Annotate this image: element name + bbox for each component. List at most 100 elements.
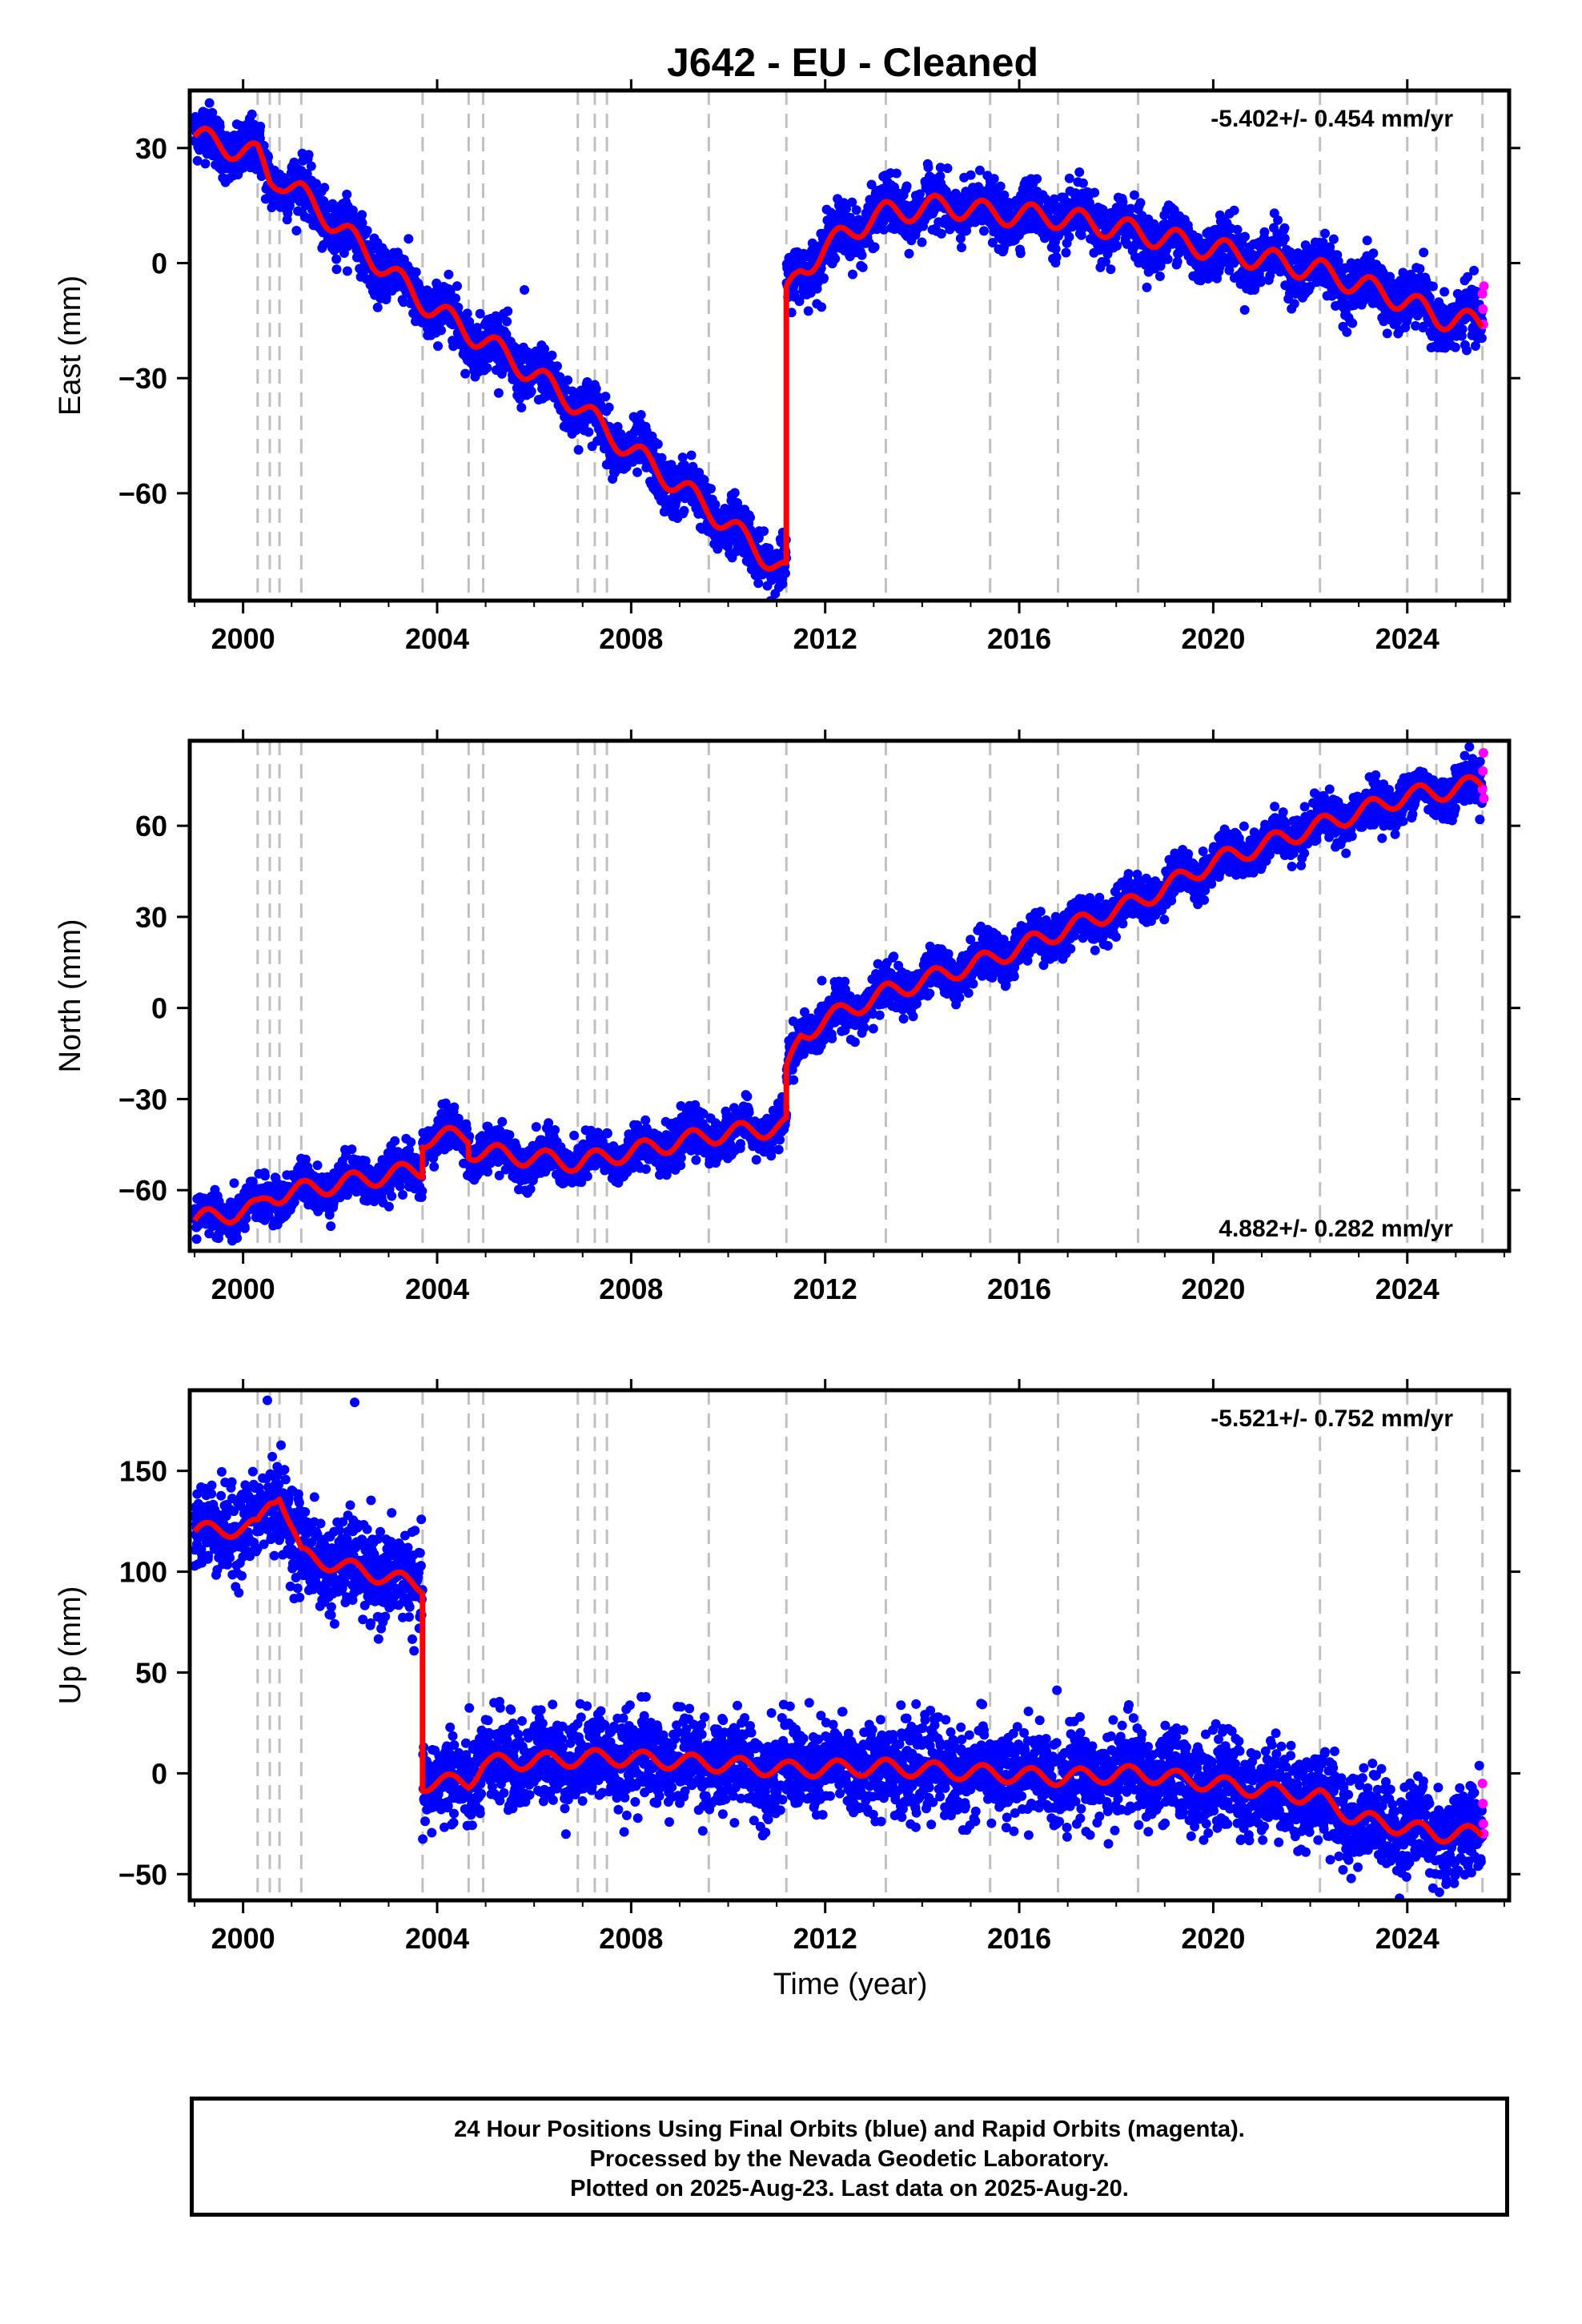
data-point [229, 1178, 239, 1188]
data-point [612, 421, 623, 432]
data-point [582, 377, 592, 387]
data-point [584, 427, 594, 437]
data-point [453, 302, 464, 312]
data-point [632, 467, 642, 477]
data-point [995, 181, 1006, 191]
data-point [238, 163, 248, 173]
data-point [745, 513, 755, 523]
data-point [451, 293, 461, 304]
rapid-point [1479, 281, 1489, 292]
data-point [1256, 275, 1266, 285]
data-point [284, 200, 295, 211]
data-point [573, 444, 584, 455]
data-point [699, 475, 709, 485]
data-point [1368, 248, 1379, 259]
data-point [1411, 320, 1421, 331]
data-point [1074, 167, 1085, 177]
data-point [656, 452, 667, 463]
x-tick-label: 2004 [405, 622, 469, 655]
data-point [851, 205, 861, 215]
data-point [1424, 293, 1435, 303]
data-point [935, 163, 946, 173]
data-point [759, 526, 769, 537]
data-point [1051, 252, 1062, 263]
data-point [677, 452, 688, 463]
data-point [915, 189, 925, 199]
data-point [526, 386, 536, 396]
data-point [1418, 321, 1428, 332]
data-point [362, 226, 372, 235]
data-point [306, 161, 316, 171]
plot-area [190, 741, 1489, 1251]
data-point [636, 410, 646, 420]
data-point [1239, 305, 1250, 315]
data-point [857, 250, 867, 260]
data-point [289, 1197, 299, 1208]
plot-frame [187, 88, 1512, 603]
data-point [878, 224, 889, 235]
data-point [935, 171, 946, 181]
data-point [1154, 271, 1165, 281]
data-point [255, 121, 266, 131]
data-point [706, 484, 716, 494]
x-tick-label: 2012 [793, 622, 857, 655]
data-point [311, 179, 321, 189]
data-point [979, 226, 989, 236]
data-point [1311, 277, 1322, 287]
data-point [1259, 227, 1270, 237]
y-tick-label: −60 [118, 477, 167, 510]
data-point [957, 243, 966, 252]
data-point [204, 98, 215, 108]
chart-title: J642 - EU - Cleaned [667, 40, 1038, 85]
data-point [591, 384, 601, 394]
data-point [516, 403, 527, 412]
data-point [764, 543, 774, 553]
data-point [460, 368, 471, 379]
data-point [1279, 223, 1290, 233]
data-point [1129, 190, 1139, 200]
data-point [841, 203, 851, 214]
data-point [547, 350, 557, 360]
data-point [1142, 282, 1152, 292]
data-point [989, 174, 999, 184]
data-point [753, 578, 764, 589]
data-point [191, 1234, 202, 1244]
data-point [319, 183, 330, 193]
data-point [433, 341, 443, 352]
data-point [1172, 256, 1182, 267]
data-point [411, 267, 421, 277]
data-point [319, 196, 329, 207]
data-point [263, 1211, 274, 1221]
data-point [710, 500, 721, 510]
data-point [600, 392, 611, 402]
data-point [444, 269, 454, 279]
data-point [1457, 324, 1468, 335]
data-point [1279, 233, 1290, 243]
data-point [247, 109, 257, 119]
data-point [891, 168, 901, 179]
data-point [652, 439, 663, 449]
data-point [729, 488, 740, 498]
data-point [357, 210, 367, 220]
data-point [207, 107, 218, 118]
data-point [781, 568, 790, 578]
data-point [1064, 231, 1074, 242]
data-point [1118, 197, 1128, 207]
final-orbit-points [190, 742, 1488, 1246]
model-line [192, 125, 1485, 572]
data-point [819, 273, 829, 283]
data-point [1427, 281, 1438, 292]
data-point [955, 233, 966, 243]
data-point [1471, 341, 1480, 351]
data-point [942, 163, 953, 174]
data-point [917, 237, 927, 247]
data-point [869, 242, 880, 252]
data-point [540, 344, 549, 354]
data-point [1333, 256, 1343, 267]
data-point [475, 308, 485, 319]
data-point [1215, 260, 1226, 271]
data-point [1362, 235, 1372, 246]
data-point [404, 234, 414, 244]
data-point [1050, 243, 1061, 254]
